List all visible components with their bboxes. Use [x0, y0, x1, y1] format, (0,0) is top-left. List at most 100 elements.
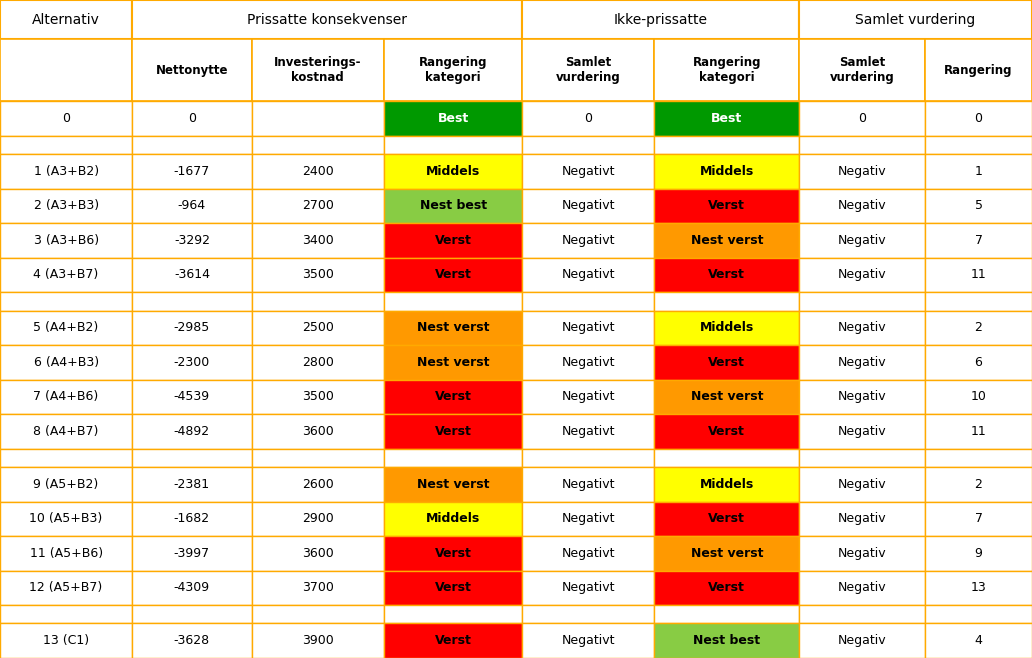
Bar [925, 414, 1032, 449]
Bar [799, 258, 925, 292]
Bar [384, 501, 522, 536]
Bar [654, 380, 799, 414]
Bar [384, 39, 522, 101]
Text: Negativ: Negativ [838, 581, 886, 594]
Text: Middels: Middels [700, 165, 754, 178]
Bar [654, 311, 799, 345]
Bar [132, 467, 252, 501]
Bar [799, 624, 925, 658]
Text: -4892: -4892 [173, 425, 209, 438]
Bar [522, 189, 654, 223]
Text: -3997: -3997 [173, 547, 209, 560]
Bar [132, 0, 522, 39]
Bar [252, 223, 384, 258]
Text: Negativ: Negativ [838, 165, 886, 178]
Text: 3900: 3900 [302, 634, 333, 647]
Text: Verst: Verst [434, 634, 472, 647]
Bar [799, 380, 925, 414]
Bar [522, 311, 654, 345]
Bar [654, 223, 799, 258]
Text: 0: 0 [584, 112, 592, 125]
Text: Verst: Verst [708, 268, 745, 282]
Text: Verst: Verst [434, 547, 472, 560]
Bar [132, 414, 252, 449]
Bar [522, 414, 654, 449]
Text: Negativt: Negativt [561, 547, 615, 560]
Text: -2300: -2300 [173, 356, 211, 369]
Bar [252, 570, 384, 605]
Bar [132, 292, 252, 311]
Bar [522, 624, 654, 658]
Text: 0: 0 [974, 112, 982, 125]
Bar [799, 0, 1032, 39]
Bar [0, 292, 132, 311]
Bar [925, 570, 1032, 605]
Bar [799, 154, 925, 189]
Bar [0, 467, 132, 501]
Bar [132, 605, 252, 624]
Bar [522, 536, 654, 570]
Bar [654, 536, 799, 570]
Bar [925, 101, 1032, 136]
Bar [0, 380, 132, 414]
Bar [925, 189, 1032, 223]
Bar [384, 536, 522, 570]
Bar [384, 258, 522, 292]
Text: Nest best: Nest best [694, 634, 761, 647]
Text: 3600: 3600 [302, 547, 333, 560]
Text: Negativ: Negativ [838, 268, 886, 282]
Text: Verst: Verst [434, 268, 472, 282]
Text: Negativt: Negativt [561, 268, 615, 282]
Text: 7: 7 [974, 234, 982, 247]
Bar [252, 154, 384, 189]
Bar [799, 570, 925, 605]
Text: 0: 0 [858, 112, 866, 125]
Text: 2: 2 [974, 478, 982, 491]
Bar [522, 467, 654, 501]
Bar [522, 292, 654, 311]
Bar [252, 101, 384, 136]
Text: Best: Best [711, 112, 742, 125]
Bar [132, 311, 252, 345]
Text: -964: -964 [178, 199, 206, 213]
Bar [132, 101, 252, 136]
Bar [0, 258, 132, 292]
Bar [252, 136, 384, 154]
Text: 1: 1 [974, 165, 982, 178]
Text: 10: 10 [970, 390, 987, 403]
Bar [925, 136, 1032, 154]
Bar [925, 605, 1032, 624]
Text: Best: Best [438, 112, 469, 125]
Text: 9 (A5+B2): 9 (A5+B2) [33, 478, 99, 491]
Text: Verst: Verst [708, 513, 745, 525]
Bar [799, 414, 925, 449]
Bar [654, 101, 799, 136]
Bar [384, 292, 522, 311]
Bar [384, 345, 522, 380]
Bar [799, 292, 925, 311]
Bar [384, 449, 522, 467]
Bar [0, 136, 132, 154]
Bar [252, 605, 384, 624]
Text: 9: 9 [974, 547, 982, 560]
Text: Samlet vurdering: Samlet vurdering [856, 13, 975, 26]
Text: 4: 4 [974, 634, 982, 647]
Bar [384, 154, 522, 189]
Bar [252, 536, 384, 570]
Text: 3700: 3700 [301, 581, 333, 594]
Text: 2: 2 [974, 321, 982, 334]
Text: -1677: -1677 [173, 165, 211, 178]
Bar [384, 414, 522, 449]
Bar [654, 39, 799, 101]
Text: Rangering: Rangering [944, 64, 1012, 77]
Bar [252, 292, 384, 311]
Bar [132, 154, 252, 189]
Text: Negativt: Negativt [561, 634, 615, 647]
Text: -4309: -4309 [173, 581, 209, 594]
Bar [384, 136, 522, 154]
Text: 3500: 3500 [301, 268, 333, 282]
Text: 10 (A5+B3): 10 (A5+B3) [30, 513, 103, 525]
Text: 11: 11 [971, 425, 987, 438]
Bar [252, 449, 384, 467]
Bar [384, 311, 522, 345]
